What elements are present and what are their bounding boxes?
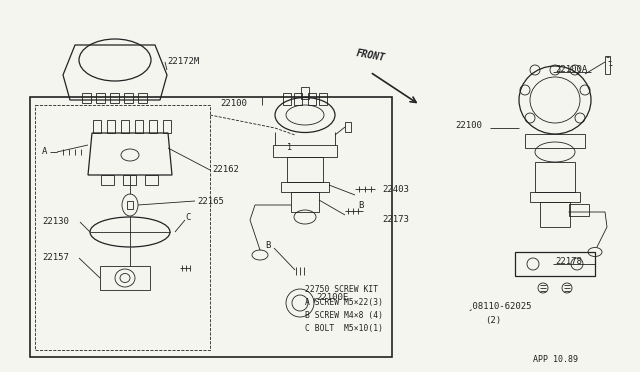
Bar	[101, 175, 114, 185]
Bar	[100, 266, 150, 290]
Bar	[345, 122, 351, 132]
Bar	[569, 204, 589, 216]
Bar	[123, 175, 136, 185]
Bar	[163, 120, 171, 133]
Bar	[110, 93, 119, 103]
Bar	[121, 120, 129, 133]
Text: A SCREW M5×22(3): A SCREW M5×22(3)	[305, 298, 383, 307]
Text: FRONT: FRONT	[355, 48, 386, 63]
Text: 22100: 22100	[455, 122, 482, 131]
Bar	[301, 87, 309, 99]
Bar	[535, 162, 575, 192]
Text: 22173: 22173	[382, 215, 409, 224]
Text: 22157: 22157	[42, 253, 69, 263]
Bar	[107, 120, 115, 133]
Bar	[127, 201, 133, 209]
Bar	[281, 182, 329, 192]
Text: 22165: 22165	[197, 196, 224, 205]
Bar	[93, 120, 101, 133]
Text: APP 10.89: APP 10.89	[533, 356, 578, 365]
Text: 22172M: 22172M	[167, 58, 199, 67]
Bar	[149, 120, 157, 133]
Text: 22100A: 22100A	[555, 65, 588, 74]
Bar	[96, 93, 105, 103]
Text: 1: 1	[287, 144, 292, 153]
Text: C BOLT  M5×10(1): C BOLT M5×10(1)	[305, 324, 383, 333]
Bar	[82, 93, 91, 103]
Bar	[135, 120, 143, 133]
Text: C: C	[185, 214, 190, 222]
Text: B SCREW M4×8 (4): B SCREW M4×8 (4)	[305, 311, 383, 320]
Bar	[605, 56, 610, 74]
Text: A: A	[42, 148, 47, 157]
Bar	[273, 145, 337, 157]
Bar	[287, 157, 323, 182]
Bar	[124, 93, 133, 103]
Text: 22403: 22403	[382, 186, 409, 195]
Text: ¸08110-62025: ¸08110-62025	[467, 301, 531, 311]
Text: B: B	[265, 241, 270, 250]
Text: 22100: 22100	[220, 99, 247, 108]
Bar	[30, 97, 392, 357]
Text: 22750 SCREW KIT: 22750 SCREW KIT	[305, 285, 378, 294]
Text: 22100E: 22100E	[316, 294, 348, 302]
Bar	[530, 192, 580, 202]
Bar	[525, 134, 585, 148]
Text: 22178: 22178	[555, 257, 582, 266]
Bar	[35, 105, 210, 350]
Bar	[540, 202, 570, 227]
Bar	[283, 93, 291, 105]
Bar	[294, 93, 302, 105]
Bar	[515, 252, 595, 276]
Text: 22162: 22162	[212, 166, 239, 174]
Text: (2): (2)	[485, 315, 501, 324]
Text: 22130: 22130	[42, 218, 69, 227]
Bar	[138, 93, 147, 103]
Bar	[319, 93, 327, 105]
Text: B: B	[358, 201, 364, 209]
Bar	[291, 192, 319, 212]
Bar	[308, 93, 316, 105]
Bar	[145, 175, 158, 185]
